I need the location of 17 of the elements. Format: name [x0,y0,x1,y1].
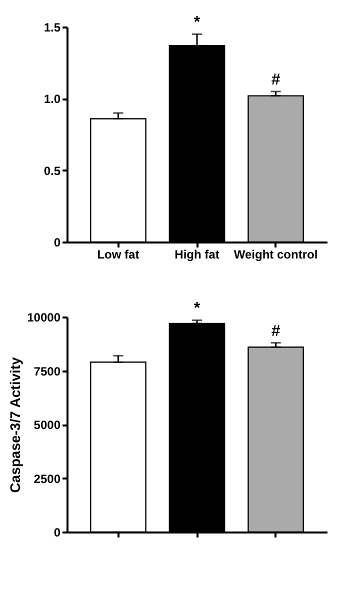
y-tick-label: 1.0 [44,92,61,106]
x-tick-label: Weight control [234,248,318,262]
annotation: * [194,14,201,32]
y-tick-label: 10000 [27,310,61,324]
x-tick-label: High fat [174,248,220,262]
y-tick-label: 2500 [34,472,61,486]
y-axis-title: Caspase-3/7 Activity [7,356,24,493]
annotation: * [194,300,201,318]
y-tick-label: 7500 [34,364,61,378]
annotation: # [271,72,280,88]
x-tick-label: Low fat [97,248,140,262]
y-tick-label: 0 [54,526,61,540]
y-tick-label: 1.5 [44,20,61,34]
y-tick-label: 0.5 [44,164,61,178]
annotation: # [271,322,280,340]
y-tick-label: 0 [54,236,61,250]
y-tick-label: 5000 [34,418,61,432]
